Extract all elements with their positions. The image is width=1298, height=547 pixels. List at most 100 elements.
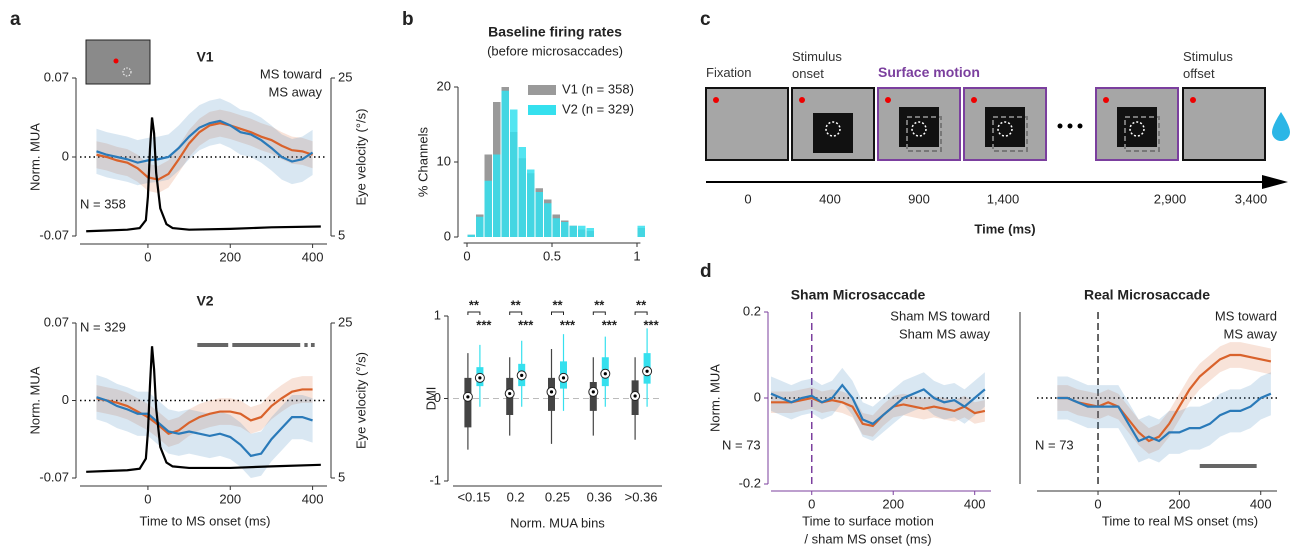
- x-tick-label: 0: [144, 491, 151, 506]
- x-tick-label: 0.5: [543, 248, 561, 263]
- series-line: [96, 388, 313, 435]
- ellipsis-dot: [1057, 123, 1063, 129]
- significance-bracket: [551, 311, 564, 315]
- surface: [1124, 116, 1160, 152]
- x-tick-label: 400: [302, 249, 324, 264]
- histogram-bar: [510, 109, 518, 237]
- y-tick-label: -0.2: [739, 475, 761, 490]
- fixation-dot: [885, 97, 891, 103]
- significance-bracket: [634, 311, 648, 315]
- y2-axis-label: Eye velocity (°/s): [353, 109, 368, 206]
- frame: [705, 87, 789, 161]
- median-dot: [645, 369, 649, 373]
- histogram-bar: [544, 203, 552, 237]
- median-dot: [561, 376, 566, 380]
- legend-label: MS toward: [260, 66, 322, 81]
- frame-label: Fixation: [706, 65, 752, 80]
- y-axis-label: Norm. MUA: [27, 123, 42, 191]
- series-line: [770, 383, 986, 426]
- y2-axis-label: Eye velocity (°/s): [353, 352, 368, 449]
- significance-bracket: [592, 311, 606, 315]
- stimulus-circle: [997, 121, 1013, 137]
- y-tick-label: -1: [429, 472, 441, 487]
- series-line: [96, 396, 313, 458]
- histogram-bar: [569, 225, 577, 237]
- panel-label: c: [700, 9, 711, 30]
- significance-bracket: [509, 311, 523, 315]
- y-tick-label: 5: [338, 469, 345, 484]
- y-tick-label: 0.2: [743, 303, 761, 318]
- error-band: [771, 387, 985, 437]
- ellipsis-dot: [1067, 123, 1073, 129]
- y-tick-label: 0: [434, 390, 441, 405]
- stimulus: [1117, 107, 1157, 147]
- time-label: 0: [744, 191, 751, 206]
- x-axis-label: Time to surface motion: [802, 513, 934, 528]
- time-label: 400: [819, 191, 841, 206]
- significance-label: ***: [644, 317, 660, 332]
- error-band: [96, 376, 313, 447]
- legend-label: V1 (n = 358): [562, 81, 634, 96]
- y-tick-label: 20: [437, 78, 451, 93]
- series-line: [86, 117, 321, 233]
- y-tick-label: -0.07: [39, 469, 69, 484]
- fixation-dot: [713, 97, 719, 103]
- y-tick-label: 25: [338, 314, 352, 329]
- x-tick-label: 0: [144, 249, 151, 264]
- frame: [963, 87, 1047, 161]
- ellipsis-dot: [1077, 123, 1083, 129]
- x-tick-label: 1: [633, 248, 640, 263]
- histogram-bar: [476, 216, 484, 237]
- x-tick-label: >0.36: [625, 489, 658, 504]
- chart-title: Baseline firing rates: [488, 24, 622, 40]
- legend-label: Sham MS away: [899, 326, 991, 341]
- x-tick-label: 0.36: [587, 489, 612, 504]
- significance-label: **: [552, 297, 563, 312]
- x-axis-label: Time to MS onset (ms): [140, 513, 271, 528]
- frame-label: Stimulus onset: [792, 49, 842, 81]
- y-axis-label: DMI: [423, 387, 438, 411]
- annotation: N = 73: [1035, 437, 1074, 452]
- annotation: N = 329: [80, 319, 126, 334]
- surface: [906, 116, 942, 152]
- chart-title: V2: [196, 293, 213, 309]
- fixation-dot: [1190, 97, 1196, 103]
- x-tick-label: 200: [219, 249, 241, 264]
- error-band: [96, 109, 313, 194]
- timeline: [706, 112, 1290, 189]
- x-tick-label: <0.15: [457, 489, 490, 504]
- significance-bracket: [467, 311, 481, 315]
- y-axis-label: Norm. MUA: [27, 366, 42, 434]
- y-tick-label: 0: [444, 228, 451, 243]
- x-tick-label: 0: [1094, 496, 1101, 511]
- x-tick-label: 200: [1169, 496, 1191, 511]
- median-dot: [549, 390, 554, 394]
- histogram-bar: [467, 234, 475, 237]
- stimulus-circle: [825, 121, 841, 137]
- significance-label: **: [594, 297, 605, 312]
- y-tick-label: 0.07: [44, 314, 69, 329]
- histogram-bar: [527, 169, 535, 237]
- histogram-bar: [535, 192, 543, 237]
- median-dot: [591, 390, 595, 394]
- histogram-bar: [493, 154, 501, 237]
- y-tick-label: -0.07: [39, 227, 69, 242]
- y-axis-label: Norm. MUA: [707, 364, 722, 432]
- median-dot: [603, 372, 607, 376]
- x-tick-label: 400: [1250, 496, 1272, 511]
- chart-title: Real Microsaccade: [1084, 287, 1210, 303]
- fixation-dot: [799, 97, 805, 103]
- significance-label: **: [636, 297, 647, 312]
- significance-label: ***: [560, 317, 576, 332]
- arrow-head: [1262, 175, 1288, 189]
- x-axis-label: Norm. MUA bins: [510, 515, 605, 530]
- inset: [85, 39, 151, 85]
- histogram-bar: [552, 218, 560, 237]
- series-line: [96, 122, 313, 181]
- series-line: [86, 346, 321, 473]
- significance-label: ***: [476, 317, 492, 332]
- x-axis-label: Time to real MS onset (ms): [1102, 513, 1258, 528]
- legend-label: MS away: [269, 84, 323, 99]
- median-dot: [508, 391, 512, 396]
